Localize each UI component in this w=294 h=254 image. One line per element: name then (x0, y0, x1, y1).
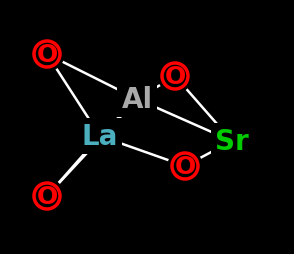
Text: O: O (174, 154, 196, 178)
Circle shape (158, 60, 192, 93)
Text: Sr: Sr (215, 128, 249, 155)
Text: O: O (36, 43, 58, 67)
Text: O: O (36, 184, 58, 208)
Circle shape (168, 150, 202, 183)
Text: Al: Al (121, 86, 153, 114)
Circle shape (30, 38, 64, 72)
Text: O: O (164, 65, 186, 89)
Circle shape (30, 179, 64, 213)
Text: La: La (82, 122, 118, 150)
